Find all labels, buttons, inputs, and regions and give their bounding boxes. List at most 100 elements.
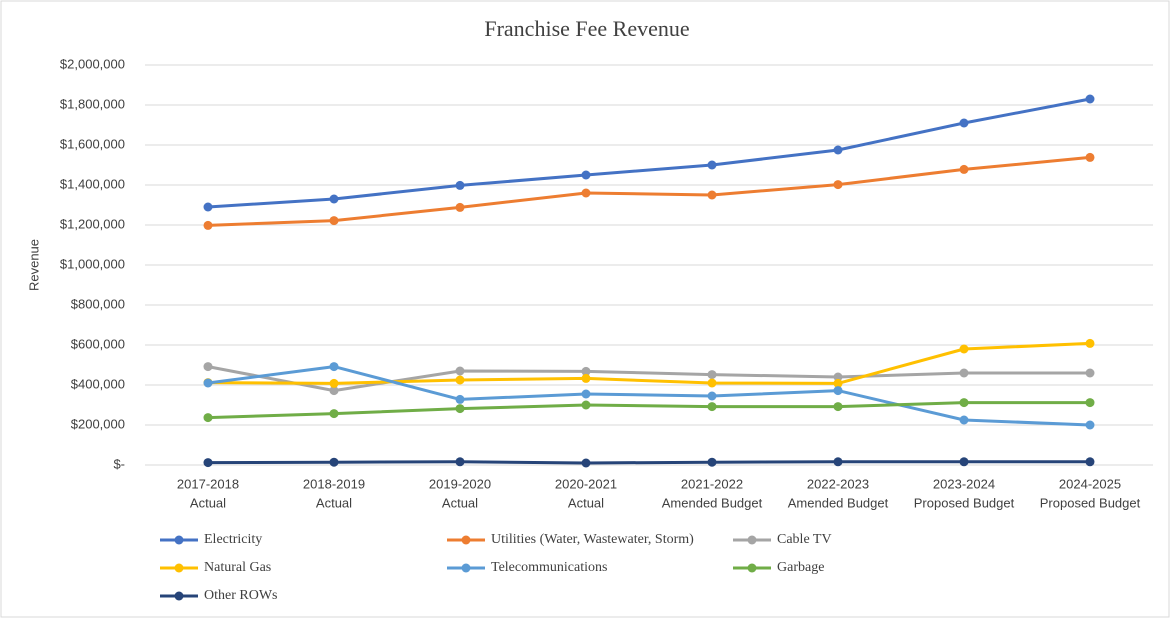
series-marker xyxy=(833,386,843,396)
series-marker xyxy=(329,216,339,226)
series-marker xyxy=(581,366,591,376)
y-tick-label: $400,000 xyxy=(71,376,125,391)
x-tick-label: Actual xyxy=(316,495,352,510)
legend-marker xyxy=(747,535,757,545)
legend-marker xyxy=(174,535,184,545)
legend-marker xyxy=(174,563,184,573)
series-marker xyxy=(581,400,591,410)
x-tick-label: 2020-2021 xyxy=(555,476,617,491)
series-marker xyxy=(1085,398,1095,408)
series-marker xyxy=(833,378,843,388)
series-line xyxy=(207,97,1091,209)
y-axis-label: Revenue xyxy=(26,239,41,291)
legend-marker xyxy=(461,563,471,573)
y-tick-label: $- xyxy=(113,456,125,471)
series-line xyxy=(207,155,1091,227)
series-marker xyxy=(1085,338,1095,348)
series-marker xyxy=(959,164,969,174)
series-marker xyxy=(959,457,969,467)
series-marker xyxy=(959,118,969,128)
series-marker xyxy=(833,145,843,155)
legend-label: Natural Gas xyxy=(204,560,271,575)
series-marker xyxy=(707,160,717,170)
series-line xyxy=(207,341,1091,385)
x-tick-label: 2021-2022 xyxy=(681,476,743,491)
x-tick-label: Amended Budget xyxy=(662,495,763,510)
series-marker xyxy=(1085,368,1095,378)
y-tick-label: $2,000,000 xyxy=(60,56,125,71)
series-marker xyxy=(707,190,717,200)
series-marker xyxy=(203,458,213,468)
series-marker xyxy=(203,362,213,372)
x-tick-label: Actual xyxy=(190,495,226,510)
series-marker xyxy=(581,389,591,399)
series-marker xyxy=(329,386,339,396)
series-marker xyxy=(329,457,339,467)
legend-marker xyxy=(174,591,184,601)
series-marker xyxy=(707,457,717,467)
series-marker xyxy=(329,362,339,372)
series-marker xyxy=(833,457,843,467)
series-marker xyxy=(203,220,213,230)
series-line xyxy=(207,401,1090,420)
x-tick-label: Proposed Budget xyxy=(1040,495,1141,510)
x-tick-label: 2024-2025 xyxy=(1059,476,1121,491)
x-tick-label: 2018-2019 xyxy=(303,476,365,491)
series-marker xyxy=(455,457,465,467)
series-marker xyxy=(1085,152,1095,162)
y-tick-label: $1,400,000 xyxy=(60,176,125,191)
series-marker xyxy=(581,170,591,180)
x-tick-label: Actual xyxy=(442,495,478,510)
series-marker xyxy=(1085,457,1095,467)
legend-label: Telecommunications xyxy=(491,560,607,575)
x-tick-label: Amended Budget xyxy=(788,495,889,510)
series-marker xyxy=(455,180,465,190)
series-marker xyxy=(833,402,843,412)
series-marker xyxy=(329,409,339,419)
y-tick-label: $1,800,000 xyxy=(60,96,125,111)
series-marker xyxy=(329,378,339,388)
legend-label: Other ROWs xyxy=(204,588,278,603)
series-marker xyxy=(203,378,213,388)
series-line xyxy=(207,365,1090,393)
series-marker xyxy=(1085,94,1095,104)
legend-label: Electricity xyxy=(204,532,262,547)
y-tick-label: $1,600,000 xyxy=(60,136,125,151)
series-marker xyxy=(833,372,843,382)
legend-label: Utilities (Water, Wastewater, Storm) xyxy=(491,532,694,547)
series-marker xyxy=(329,194,339,204)
x-tick-label: 2017-2018 xyxy=(177,476,239,491)
series-marker xyxy=(203,202,213,212)
x-tick-label: Proposed Budget xyxy=(914,495,1015,510)
x-tick-label: 2019-2020 xyxy=(429,476,491,491)
series-marker xyxy=(581,458,591,468)
series-marker xyxy=(707,370,717,380)
y-tick-label: $800,000 xyxy=(71,296,125,311)
series-marker xyxy=(959,415,969,425)
y-tick-label: $1,200,000 xyxy=(60,216,125,231)
series-marker xyxy=(455,394,465,404)
x-tick-label: Actual xyxy=(568,495,604,510)
x-tick-label: 2022-2023 xyxy=(807,476,869,491)
series-line xyxy=(207,460,1090,465)
chart-title: Franchise Fee Revenue xyxy=(484,16,689,41)
series-marker xyxy=(581,373,591,383)
series-marker xyxy=(1085,420,1095,430)
series-marker xyxy=(707,378,717,388)
y-tick-label: $200,000 xyxy=(71,416,125,431)
legend-label: Cable TV xyxy=(777,532,832,547)
series-marker xyxy=(959,368,969,378)
series-marker xyxy=(455,404,465,414)
series-marker xyxy=(707,391,717,401)
series-marker xyxy=(455,375,465,385)
y-tick-label: $1,000,000 xyxy=(60,256,125,271)
series-line xyxy=(207,365,1091,427)
series-marker xyxy=(959,344,969,354)
series-marker xyxy=(707,402,717,412)
y-tick-label: $600,000 xyxy=(71,336,125,351)
legend-marker xyxy=(747,563,757,573)
series-marker xyxy=(833,180,843,190)
legend-marker xyxy=(461,535,471,545)
